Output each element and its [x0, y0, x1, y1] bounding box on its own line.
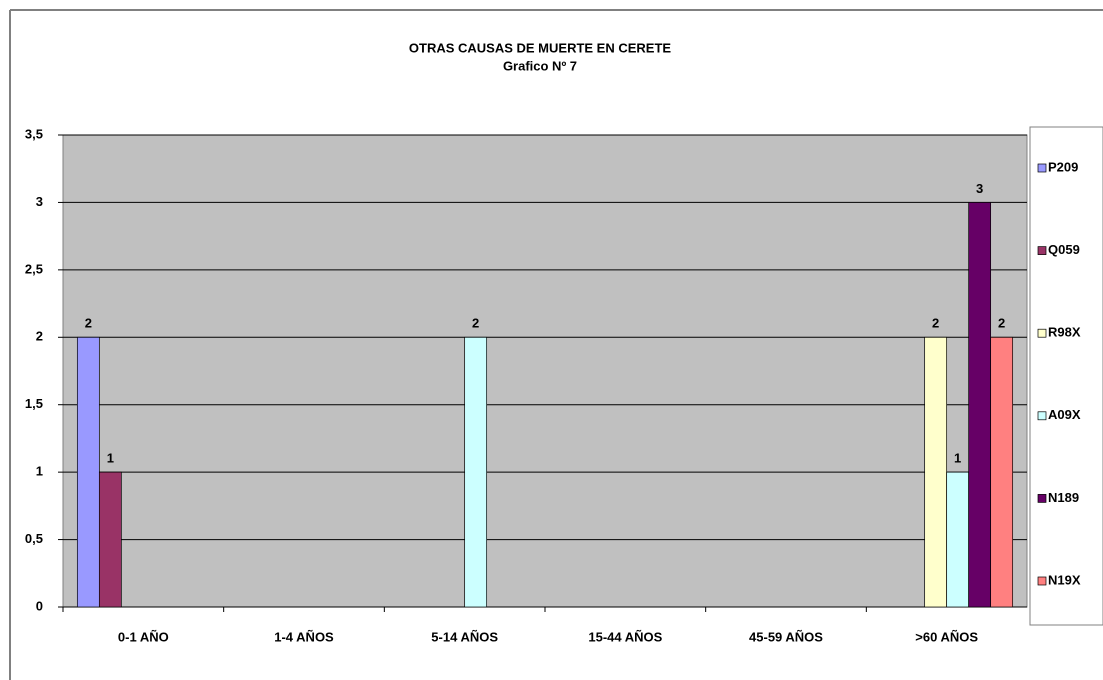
legend-swatch — [1037, 163, 1047, 173]
legend-label: P209 — [1048, 159, 1078, 174]
data-label: 3 — [976, 181, 983, 196]
y-tick-label: 1,5 — [25, 396, 43, 411]
y-tick-label: 0,5 — [25, 531, 43, 546]
x-tick-label: 45-59 AÑOS — [749, 629, 823, 644]
legend-label: N19X — [1048, 572, 1081, 587]
x-tick-label: 5-14 AÑOS — [431, 629, 498, 644]
legend-swatch — [1037, 246, 1047, 255]
y-tick-label: 2 — [36, 329, 43, 344]
y-tick-label: 3,5 — [25, 126, 43, 141]
y-tick-label: 3 — [36, 194, 43, 209]
legend-swatch — [1037, 411, 1047, 421]
x-tick-label: 0-1 AÑO — [118, 629, 169, 644]
x-tick-label: 1-4 AÑOS — [274, 629, 334, 644]
bar — [990, 336, 1014, 608]
bar — [464, 336, 488, 608]
y-tick-label: 0 — [36, 598, 43, 613]
legend-label: Q059 — [1048, 242, 1080, 257]
plot-area — [62, 134, 1028, 608]
legend-label: N189 — [1048, 490, 1079, 505]
chart-title: OTRAS CAUSAS DE MUERTE EN CERETE — [409, 40, 672, 55]
bar — [76, 336, 100, 608]
bar — [924, 336, 948, 608]
x-tick-label: >60 AÑOS — [915, 629, 978, 644]
chart-subtitle: Grafico Nº 7 — [503, 58, 577, 73]
legend-swatch — [1037, 494, 1047, 503]
bar — [968, 202, 992, 608]
data-label: 1 — [954, 451, 961, 466]
y-tick-label: 2,5 — [25, 261, 43, 276]
legend-swatch — [1037, 328, 1047, 338]
bar — [946, 471, 970, 608]
bar — [98, 471, 122, 608]
data-label: 2 — [932, 316, 939, 331]
x-tick-label: 15-44 AÑOS — [588, 629, 662, 644]
y-tick-label: 1 — [36, 464, 43, 479]
data-label: 1 — [107, 451, 114, 466]
legend-label: A09X — [1048, 407, 1081, 422]
legend-label: R98X — [1048, 325, 1081, 340]
data-label: 2 — [998, 316, 1005, 331]
data-label: 2 — [472, 316, 479, 331]
legend — [1029, 126, 1103, 626]
legend-swatch — [1037, 576, 1047, 586]
data-label: 2 — [85, 316, 92, 331]
